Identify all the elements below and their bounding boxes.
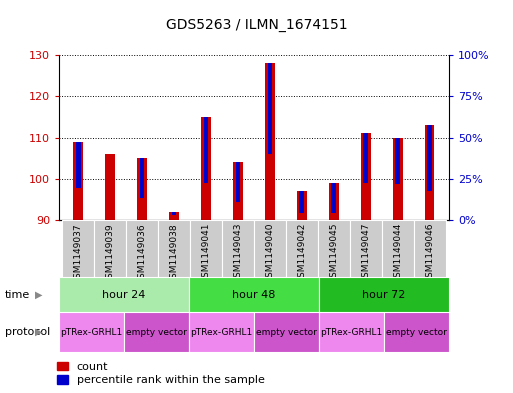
Bar	[413, 220, 446, 277]
Bar	[363, 133, 368, 183]
Text: GSM1149037: GSM1149037	[74, 223, 83, 284]
Text: hour 48: hour 48	[232, 290, 275, 300]
Bar	[126, 220, 158, 277]
Bar	[235, 162, 241, 202]
Text: GSM1149040: GSM1149040	[265, 223, 274, 283]
Bar	[384, 312, 449, 352]
Bar	[169, 212, 179, 220]
Bar	[393, 138, 403, 220]
Legend: count, percentile rank within the sample: count, percentile rank within the sample	[57, 362, 265, 386]
Bar	[62, 220, 94, 277]
Text: pTRex-GRHL1: pTRex-GRHL1	[190, 328, 252, 336]
Bar	[73, 141, 83, 220]
Text: empty vector: empty vector	[386, 328, 447, 336]
Bar	[190, 220, 222, 277]
Bar	[124, 312, 189, 352]
Bar	[105, 154, 115, 220]
Text: GSM1149047: GSM1149047	[361, 223, 370, 283]
Text: pTRex-GRHL1: pTRex-GRHL1	[61, 328, 123, 336]
Text: empty vector: empty vector	[256, 328, 317, 336]
Bar	[222, 220, 254, 277]
Bar	[204, 117, 208, 183]
Bar	[319, 277, 449, 312]
Bar	[201, 117, 211, 220]
Text: GSM1149046: GSM1149046	[425, 223, 434, 283]
Bar	[267, 63, 272, 154]
Bar	[254, 220, 286, 277]
Text: GSM1149042: GSM1149042	[298, 223, 306, 283]
Text: GSM1149044: GSM1149044	[393, 223, 402, 283]
Bar	[172, 212, 176, 215]
Bar	[318, 220, 350, 277]
Bar	[76, 141, 81, 188]
Bar	[350, 220, 382, 277]
Text: GSM1149039: GSM1149039	[106, 223, 114, 284]
Text: GSM1149038: GSM1149038	[169, 223, 179, 284]
Bar	[59, 277, 189, 312]
Bar	[137, 158, 147, 220]
Bar	[59, 312, 124, 352]
Text: ▶: ▶	[35, 290, 42, 300]
Text: hour 72: hour 72	[362, 290, 406, 300]
Bar	[329, 183, 339, 220]
Bar	[297, 191, 307, 220]
Bar	[265, 63, 274, 220]
Text: time: time	[5, 290, 30, 300]
Bar	[331, 183, 336, 213]
Text: GSM1149041: GSM1149041	[202, 223, 210, 283]
Text: ▶: ▶	[35, 327, 42, 337]
Text: protocol: protocol	[5, 327, 50, 337]
Text: GSM1149043: GSM1149043	[233, 223, 243, 283]
Bar	[233, 162, 243, 220]
Bar	[158, 220, 190, 277]
Text: GSM1149045: GSM1149045	[329, 223, 339, 283]
Bar	[254, 312, 319, 352]
Text: GDS5263 / ILMN_1674151: GDS5263 / ILMN_1674151	[166, 18, 347, 32]
Text: GSM1149036: GSM1149036	[137, 223, 147, 284]
Bar	[140, 158, 145, 198]
Bar	[300, 191, 304, 213]
Bar	[189, 312, 254, 352]
Bar	[286, 220, 318, 277]
Text: hour 24: hour 24	[102, 290, 146, 300]
Text: empty vector: empty vector	[126, 328, 187, 336]
Bar	[427, 125, 432, 191]
Bar	[189, 277, 319, 312]
Bar	[319, 312, 384, 352]
Bar	[396, 138, 400, 184]
Bar	[94, 220, 126, 277]
Bar	[425, 125, 435, 220]
Text: pTRex-GRHL1: pTRex-GRHL1	[320, 328, 383, 336]
Bar	[382, 220, 413, 277]
Bar	[361, 133, 370, 220]
